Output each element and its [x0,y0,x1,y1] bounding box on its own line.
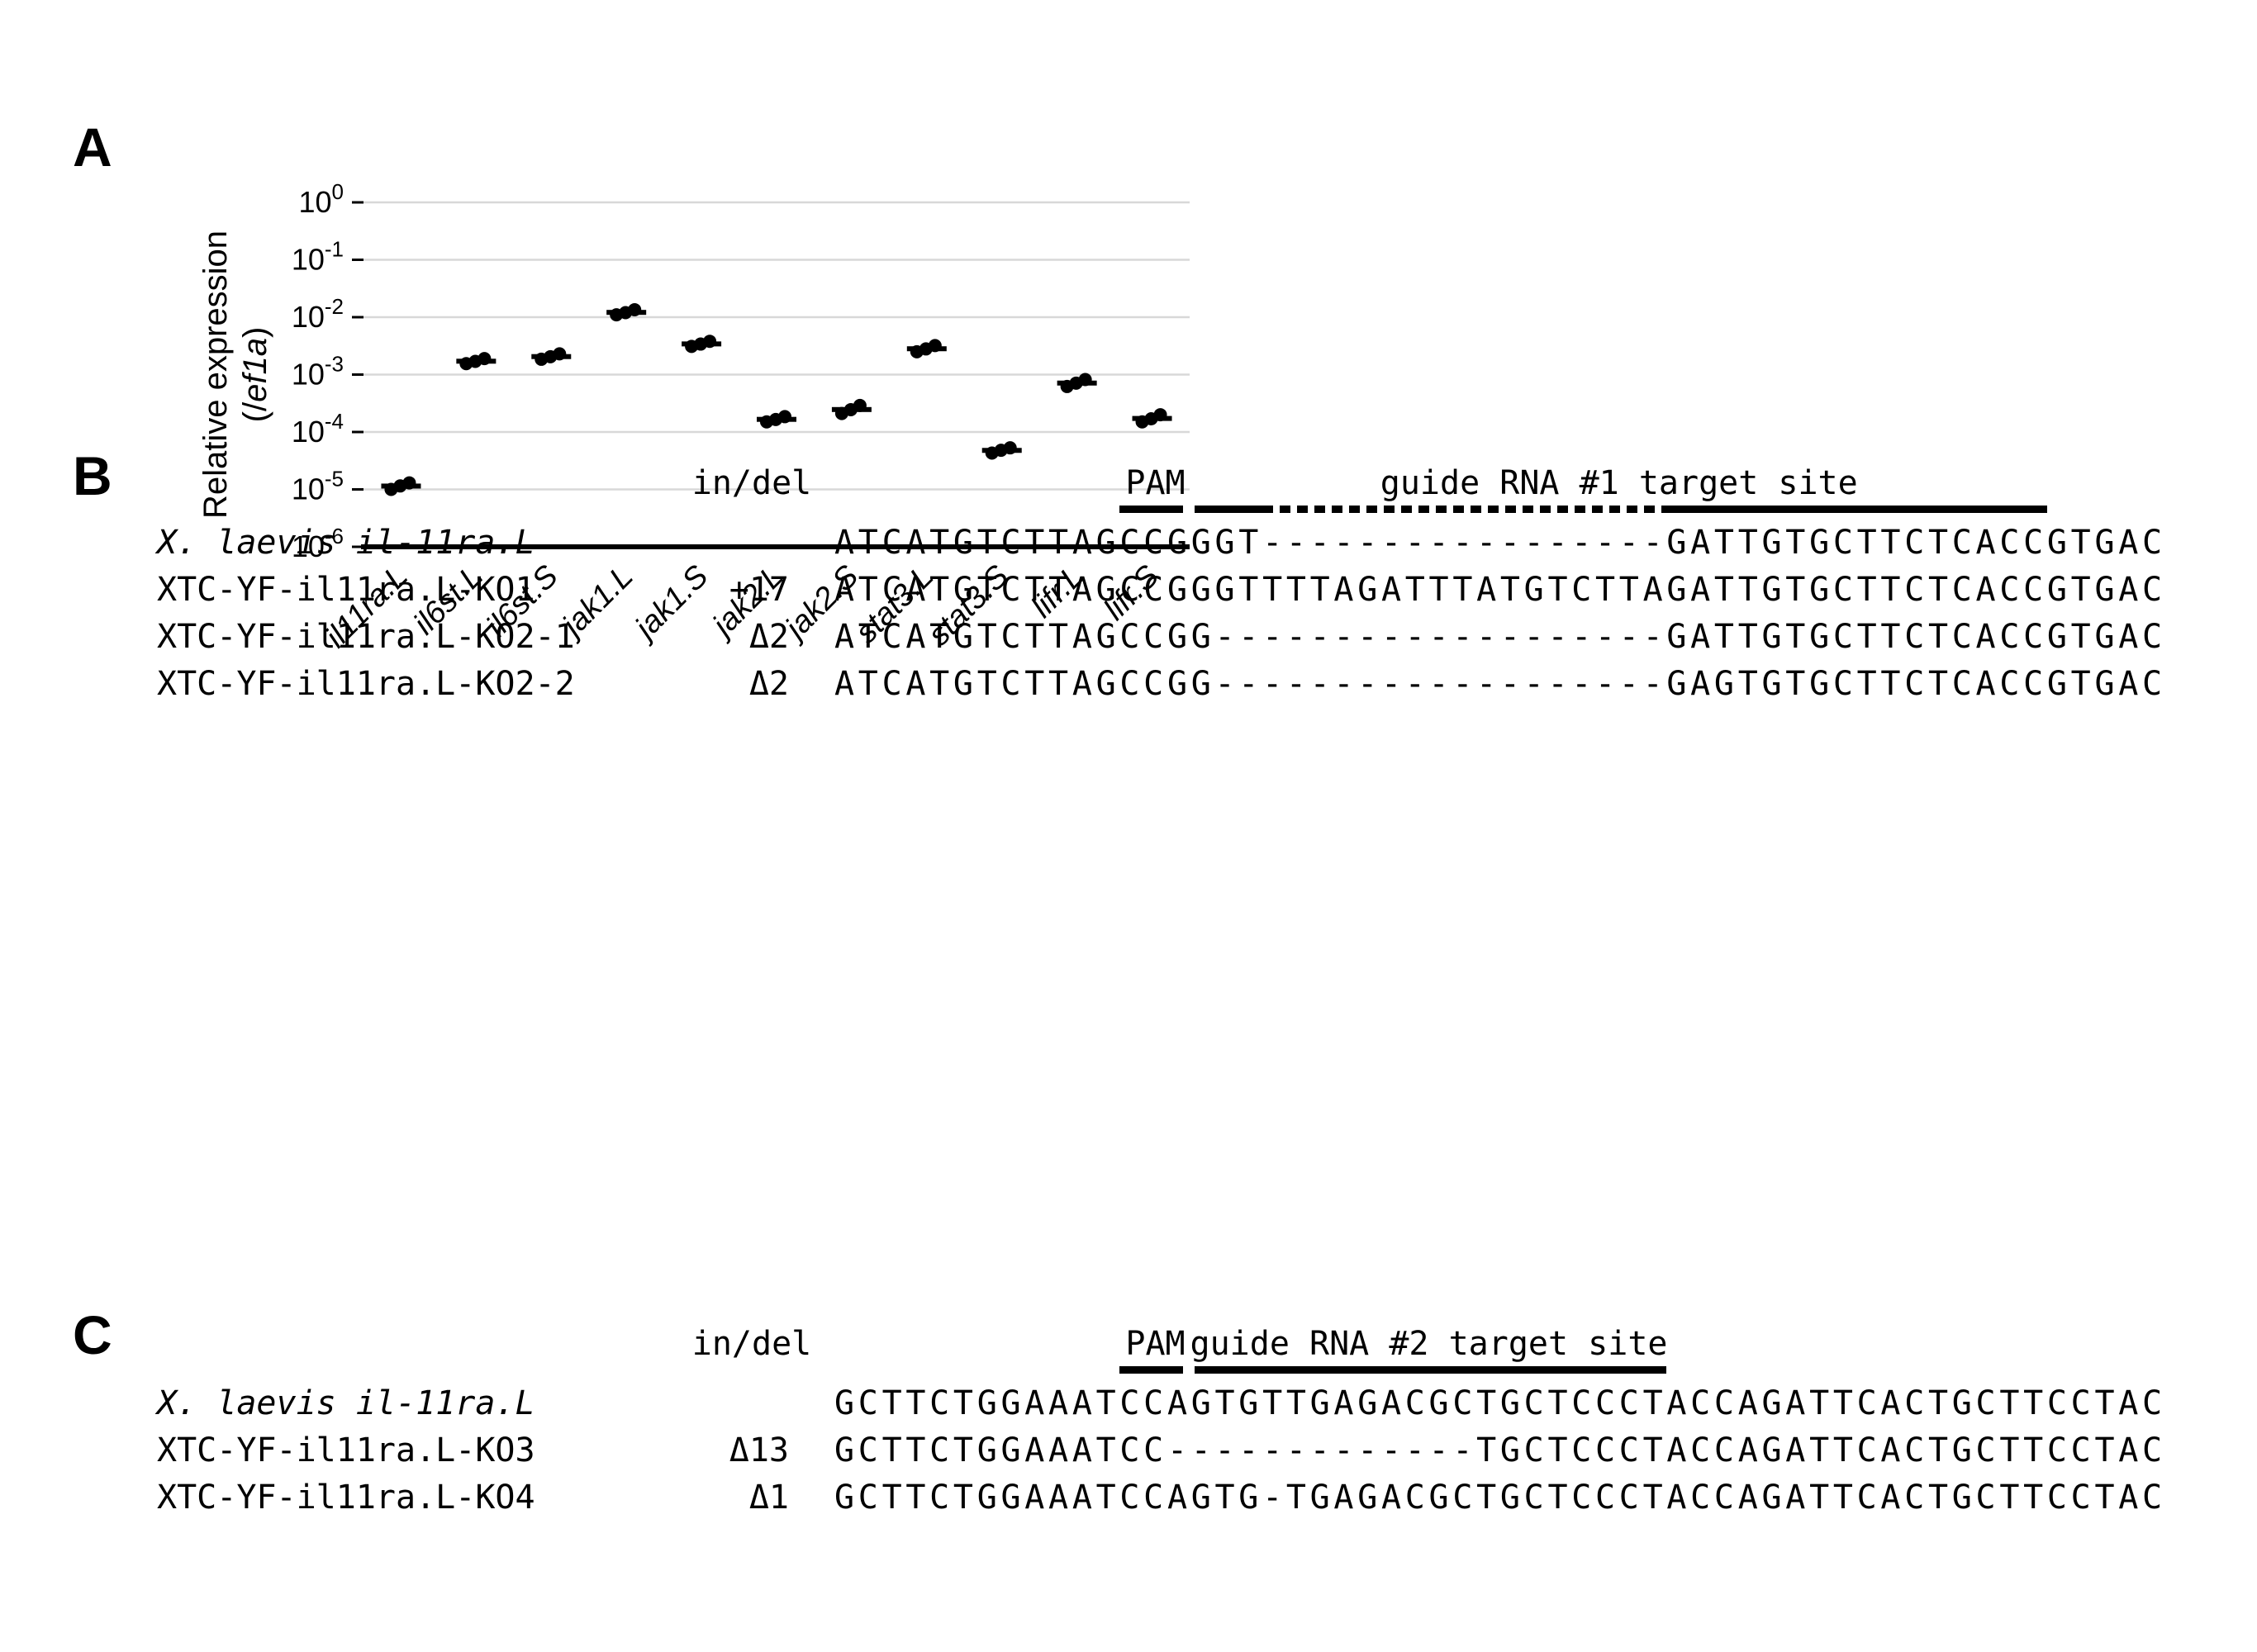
y-axis-title-line2: (/ef1a) [237,327,273,423]
y-tick-label: 100 [298,179,344,219]
indel-column-header: in/del [691,464,812,502]
sequence-name: XTC-YF-il11ra.L-KO2-1 [157,618,575,656]
sequence-row: XTC-YF-il11ra.L-KO1 +17 ATCATGTCTTAGCCGGGT… [0,571,2257,618]
y-tick-label: 10-1 [292,237,344,277]
sequence-text: GCTTCTGGAAATCCAGTG-TGAGACGCTGCTCCCTACCAG… [834,1479,2166,1517]
data-point [994,444,1008,458]
sequence-row: XTC-YF-il11ra.L-KO4 Δ1 GCTTCTGGAAATCCAGTG-… [0,1479,2257,1526]
sequence-row: X. laevis il-11ra.L GCTTCTGGAAATCCAGTGTTG… [0,1384,2257,1431]
alignment-panel-guide2: in/del PAM guide RNA #2 target site X. l… [0,1307,2257,1596]
guide-label: guide RNA #2 target site [1190,1325,1668,1363]
y-tick-label: 10-4 [292,409,344,449]
sequence-name: XTC-YF-il11ra.L-KO4 [157,1479,535,1517]
pam-label: PAM [1125,464,1186,502]
sequence-name: X. laevis il-11ra.L [157,524,535,562]
panel-c-label: C [73,1304,112,1365]
data-point [544,349,558,363]
pam-bar [1119,1366,1183,1374]
guide-target-bar [1194,506,1263,513]
panel-b-label: B [73,445,112,506]
sequence-text: GCTTCTGGAAATCC-------------TGCTCCCTACCAG… [834,1431,2166,1469]
guide-target-bar [1194,1366,1667,1374]
indel-column-header: in/del [691,1325,812,1363]
pam-label: PAM [1125,1325,1186,1363]
sequence-row: XTC-YF-il11ra.L-KO2-1 Δ2 ATCATGTCTTAGCCGG-… [0,618,2257,665]
guide-target-bar [1262,506,1667,513]
sequence-row: X. laevis il-11ra.L ATCATGTCTTAGCCGGGT---… [0,524,2257,571]
data-point [769,412,782,426]
panel-a-label: A [73,116,112,178]
sequence-text: GCTTCTGGAAATCCAGTGTTGAGACGCTGCTCCCTACCAG… [834,1384,2166,1422]
data-point [919,342,933,356]
sequence-text: ATCATGTCTTAGCCGG-------------------GATTG… [834,618,2166,656]
sequence-name: XTC-YF-il11ra.L-KO2-2 [157,665,575,703]
sequence-name: X. laevis il-11ra.L [157,1384,535,1422]
guide-label: guide RNA #1 target site [1380,464,1858,502]
data-point [393,479,407,493]
indel-value: Δ2 [748,618,789,656]
sequence-text: ATCATGTCTTAGCCGGGT-----------------GATTG… [834,524,2166,562]
indel-value: Δ13 [729,1431,789,1469]
indel-value: Δ2 [748,665,789,703]
sequence-name: XTC-YF-il11ra.L-KO1 [157,571,535,609]
data-point [694,337,708,351]
guide-target-bar [1666,506,2047,513]
data-point [843,402,858,416]
data-point [468,354,482,368]
y-tick-label: 10-3 [292,352,344,392]
y-tick-label: 10-2 [292,294,344,334]
sequence-text: ATCATGTCTTAGCCGGGTTTTAGATTTATGTCTTAGATTG… [834,571,2166,609]
indel-value: +17 [729,571,789,609]
pam-bar [1119,506,1183,513]
indel-value: Δ1 [748,1479,789,1517]
data-point [619,306,633,320]
data-point [1069,376,1083,390]
sequence-name: XTC-YF-il11ra.L-KO3 [157,1431,535,1469]
y-axis-title-line1: Relative expression [197,230,234,519]
sequence-row: XTC-YF-il11ra.L-KO3 Δ13 GCTTCTGGAAATCC----… [0,1431,2257,1479]
sequence-row: XTC-YF-il11ra.L-KO2-2 Δ2 ATCATGTCTTAGCCGG-… [0,665,2257,712]
data-point [1144,411,1158,425]
alignment-panel-guide1: in/del PAM guide RNA #1 target site X. l… [0,446,2257,735]
sequence-text: ATCATGTCTTAGCCGG-------------------GAGTG… [834,665,2166,703]
